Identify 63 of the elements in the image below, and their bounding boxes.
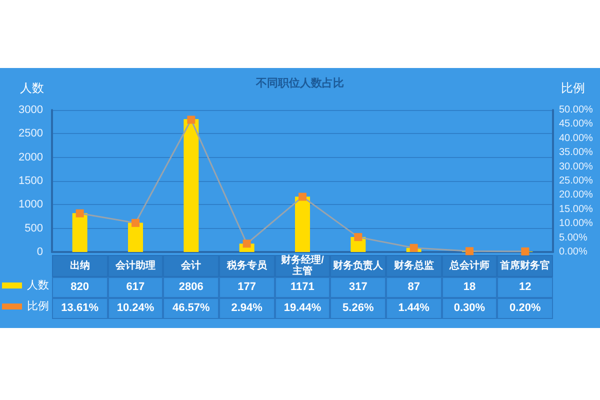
point [521, 247, 530, 256]
y2-tick-label: 15.00% [559, 204, 594, 215]
x-tick-label: 总会计师 [448, 260, 490, 272]
data-label: 0.30% [454, 302, 486, 315]
data-label: 1.44% [398, 302, 430, 315]
data-label: 2806 [178, 281, 204, 294]
data-label: 10.24% [116, 302, 154, 315]
point [187, 116, 196, 124]
y2-axis-title: 比例 [561, 81, 585, 95]
data-label: 87 [408, 281, 420, 294]
x-tick-label: 会计 [180, 260, 202, 272]
y2-tick-label: 0.00% [559, 246, 588, 258]
data-label: 0.20% [510, 302, 541, 315]
legend-label: 人数 [27, 280, 49, 292]
bar [128, 222, 143, 252]
y-tick-label: 2500 [18, 128, 43, 140]
y2-tick-label: 10.00% [559, 218, 594, 230]
x-tick-label: 会计助理 [114, 260, 156, 272]
data-label: 820 [70, 281, 89, 294]
x-tick-label: 财务经理/主管 [280, 254, 324, 277]
legend-label: 比例 [27, 300, 49, 312]
y2-tick-label: 30.00% [559, 161, 594, 172]
data-label: 46.57% [172, 302, 210, 315]
point [242, 240, 251, 248]
data-label: 13.61% [61, 302, 98, 315]
point [298, 192, 306, 201]
data-label: 12 [519, 281, 532, 294]
y-tick-label: 500 [24, 222, 43, 234]
y-tick-label: 2000 [18, 151, 43, 164]
data-label: 317 [348, 281, 368, 294]
y-tick-label: 3000 [18, 104, 43, 116]
y2-tick-label: 20.00% [559, 190, 594, 201]
y-axis-title: 人数 [20, 81, 44, 95]
y-tick-label: 1000 [18, 198, 43, 211]
bar [295, 196, 310, 252]
bar [184, 119, 199, 252]
x-tick-label: 财务总监 [392, 260, 434, 272]
y2-tick-label: 50.00% [559, 104, 594, 116]
y2-tick-label: 35.00% [559, 147, 594, 158]
y2-tick-label: 5.00% [559, 232, 588, 244]
x-tick-label: 税务专员 [226, 260, 268, 272]
point [132, 218, 140, 227]
data-label: 2.94% [231, 302, 262, 315]
data-label: 1171 [290, 281, 314, 294]
y2-tick-label: 25.00% [559, 176, 594, 186]
data-label: 177 [238, 281, 256, 294]
data-label: 18 [463, 281, 476, 294]
point [354, 233, 362, 242]
point [76, 209, 84, 218]
data-label: 19.44% [284, 302, 322, 315]
data-label: 5.26% [342, 302, 374, 315]
bar [72, 213, 88, 252]
x-tick-label: 财务负责人 [332, 260, 384, 272]
point [410, 244, 418, 252]
y2-tick-label: 40.00% [559, 132, 594, 144]
chart-title: 不同职位人数占比 [255, 76, 344, 90]
y-tick-label: 1500 [18, 175, 43, 187]
x-tick-label: 出纳 [70, 260, 90, 272]
data-label: 617 [126, 281, 145, 294]
point [466, 247, 474, 256]
x-tick-label: 首席财务官 [499, 260, 550, 272]
y-tick-label: 0 [36, 246, 43, 258]
y2-tick-label: 45.00% [559, 118, 594, 130]
